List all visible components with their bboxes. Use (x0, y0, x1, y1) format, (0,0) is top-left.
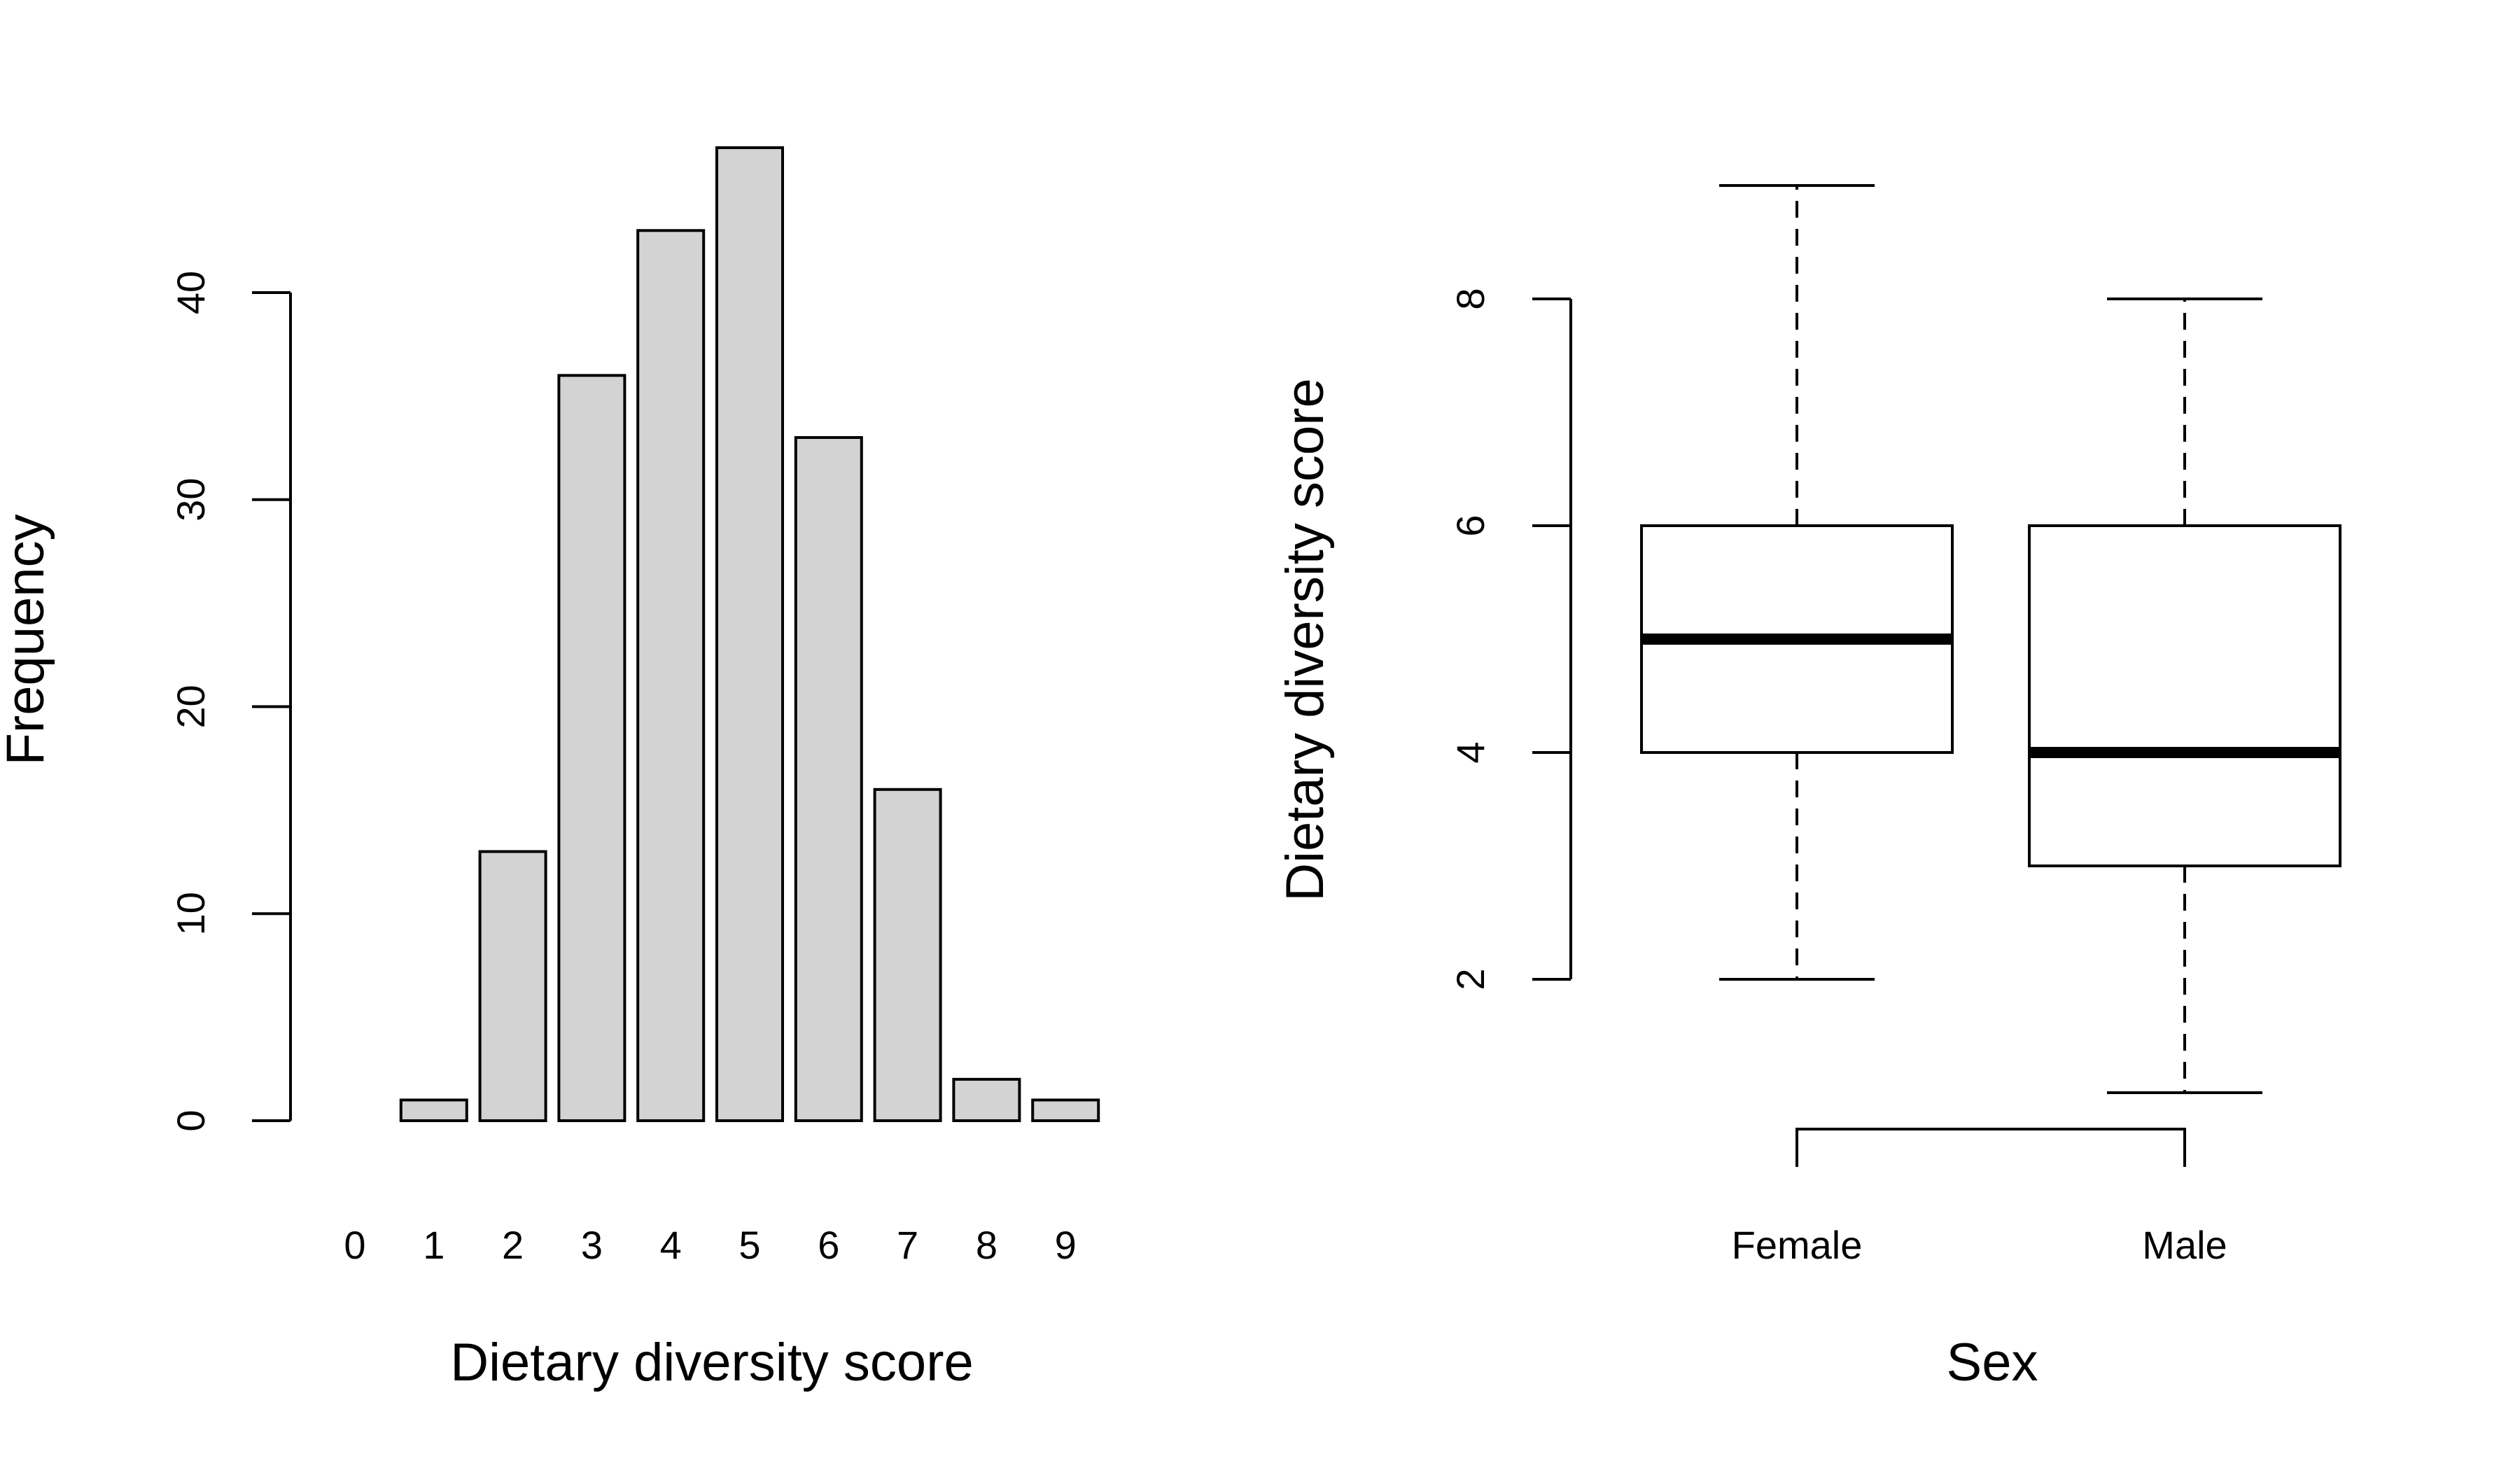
histogram-bar (715, 146, 784, 1122)
histogram-x-tick-label: 8 (976, 1223, 997, 1267)
boxplot-x-axis-line (1795, 1128, 2186, 1167)
boxplot-x-axis-title: Sex (1947, 1333, 2038, 1392)
histogram-x-tick-label: 6 (818, 1223, 839, 1267)
boxplot-x-tick-label: Male (2142, 1223, 2227, 1267)
histogram-bars (399, 146, 1100, 1123)
boxplot-x-tick-label: Female (1732, 1223, 1863, 1267)
histogram-y-tick-label: 0 (169, 1110, 213, 1131)
histogram-bar (952, 1077, 1021, 1123)
boxplot-y-axis: 2 4 6 8 (1448, 288, 1572, 990)
histogram-y-axis: 0 10 20 30 40 (169, 271, 292, 1132)
histogram-x-tick-labels: 0 1 2 3 4 5 6 7 8 9 (344, 1223, 1076, 1267)
histogram-y-tick-label: 40 (169, 271, 213, 314)
boxplot-panel: 2 4 6 8 Female Male Sex Dietary diversity sc… (1275, 184, 2342, 1392)
histogram-x-tick-label: 9 (1055, 1223, 1077, 1267)
boxplot-y-tick-label: 6 (1448, 514, 1492, 536)
histogram-bar (636, 229, 706, 1123)
boxplot-y-axis-title: Dietary diversity score (1275, 378, 1335, 902)
histogram-x-tick-label: 4 (660, 1223, 682, 1267)
histogram-x-tick-label: 3 (581, 1223, 603, 1267)
histogram-bar (1031, 1098, 1100, 1123)
histogram-y-tick-label: 30 (169, 478, 213, 522)
histogram-y-axis-title: Frequency (0, 514, 55, 765)
boxplot-y-tick-label: 2 (1448, 968, 1492, 990)
boxplot-marks (1640, 184, 2342, 1094)
histogram-y-tick-label: 10 (169, 892, 213, 935)
boxplot-y-tick-label: 8 (1448, 288, 1492, 309)
histogram-y-tick-label: 20 (169, 685, 213, 728)
histogram-x-axis-title: Dietary diversity score (450, 1333, 974, 1392)
boxplot-x-axis: Female Male (1732, 1128, 2227, 1267)
histogram-bar (399, 1098, 468, 1123)
histogram-bar (794, 436, 863, 1122)
histogram-x-tick-label: 7 (897, 1223, 918, 1267)
histogram-x-tick-label: 0 (344, 1223, 365, 1267)
histogram-panel: 0 10 20 30 40 0 1 2 3 4 5 6 7 8 9 Dietary diversity s… (0, 146, 1100, 1392)
histogram-bar (557, 374, 626, 1123)
histogram-bar (873, 788, 942, 1122)
histogram-x-tick-label: 5 (738, 1223, 760, 1267)
histogram-x-tick-label: 1 (423, 1223, 444, 1267)
histogram-bar (478, 850, 547, 1122)
histogram-x-tick-label: 2 (502, 1223, 524, 1267)
boxplot-y-tick-label: 4 (1448, 741, 1492, 763)
boxplot-male-box (2028, 524, 2342, 867)
